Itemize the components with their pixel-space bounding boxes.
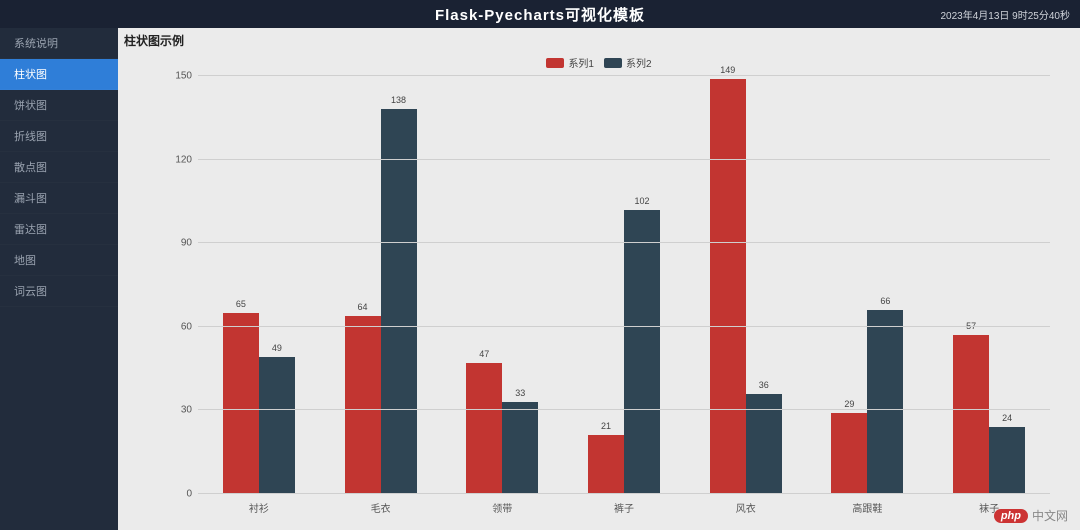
chart-area: 6549衬衫64138毛衣4733领带21102裤子14936风衣2966高跟鞋… [198, 76, 1050, 494]
page-title: Flask-Pyecharts可视化模板 [435, 4, 645, 25]
bar-group: 4733领带 [466, 76, 538, 494]
bar-value-label: 36 [759, 380, 769, 390]
x-tick-label: 风衣 [736, 500, 756, 515]
bar[interactable]: 24 [989, 427, 1025, 494]
sidebar-item-6[interactable]: 雷达图 [0, 214, 118, 245]
bar[interactable]: 138 [381, 109, 417, 494]
x-tick-label: 裤子 [614, 500, 634, 515]
grid-line: 0 [198, 493, 1050, 494]
bar-value-label: 24 [1002, 413, 1012, 423]
bar-value-label: 64 [358, 302, 368, 312]
grid-line: 120 [198, 159, 1050, 160]
sidebar-item-3[interactable]: 折线图 [0, 121, 118, 152]
app-header: Flask-Pyecharts可视化模板 2023年4月13日 9时25分40秒 [0, 0, 1080, 28]
bar[interactable]: 64 [345, 316, 381, 494]
sidebar-item-7[interactable]: 地图 [0, 245, 118, 276]
header-timestamp: 2023年4月13日 9时25分40秒 [940, 7, 1070, 22]
sidebar-item-2[interactable]: 饼状图 [0, 90, 118, 121]
chart-legend: 系列1 系列2 [118, 55, 1080, 70]
bar-value-label: 47 [479, 349, 489, 359]
bar-value-label: 29 [844, 399, 854, 409]
bar[interactable]: 65 [223, 313, 259, 494]
bar-value-label: 65 [236, 299, 246, 309]
bar-value-label: 149 [720, 65, 735, 75]
bar-group: 21102裤子 [588, 76, 660, 494]
watermark: php 中文网 [994, 507, 1068, 524]
main-panel: 柱状图示例 系列1系列2 6549衬衫64138毛衣4733领带21102裤子1… [118, 28, 1080, 530]
bar-value-label: 138 [391, 95, 406, 105]
grid-line: 150 [198, 75, 1050, 76]
x-tick-label: 毛衣 [371, 500, 391, 515]
x-tick-label: 高跟鞋 [852, 500, 882, 515]
legend-item-1[interactable]: 系列2 [604, 55, 652, 70]
y-tick-label: 90 [181, 238, 192, 249]
watermark-pill: php [994, 509, 1028, 523]
app-body: 系统说明柱状图饼状图折线图散点图漏斗图雷达图地图词云图 柱状图示例 系列1 系列2… [0, 28, 1080, 530]
bar-group: 14936风衣 [710, 76, 782, 494]
legend-swatch [604, 58, 622, 68]
grid-line: 60 [198, 326, 1050, 327]
watermark-text: 中文网 [1032, 507, 1068, 524]
bar-value-label: 33 [515, 388, 525, 398]
bar[interactable]: 57 [953, 335, 989, 494]
bar[interactable]: 29 [831, 413, 867, 494]
legend-swatch [546, 58, 564, 68]
chart-title: 柱状图示例 [118, 28, 1080, 53]
bar[interactable]: 66 [867, 310, 903, 494]
legend-label: 系列2 [626, 55, 652, 70]
legend-label: 系列1 [568, 55, 594, 70]
bar[interactable]: 102 [624, 210, 660, 494]
bar[interactable]: 21 [588, 435, 624, 494]
bar-group: 6549衬衫 [223, 76, 295, 494]
x-tick-label: 衬衫 [249, 500, 269, 515]
sidebar-item-4[interactable]: 散点图 [0, 152, 118, 183]
y-tick-label: 0 [186, 489, 192, 500]
bar-group: 64138毛衣 [345, 76, 417, 494]
bar[interactable]: 149 [710, 79, 746, 494]
y-tick-label: 30 [181, 405, 192, 416]
bar[interactable]: 47 [466, 363, 502, 494]
chart-bars-layer: 6549衬衫64138毛衣4733领带21102裤子14936风衣2966高跟鞋… [198, 76, 1050, 494]
sidebar-item-1[interactable]: 柱状图 [0, 59, 118, 90]
bar-value-label: 49 [272, 343, 282, 353]
sidebar-item-5[interactable]: 漏斗图 [0, 183, 118, 214]
x-tick-label: 领带 [492, 500, 512, 515]
grid-line: 90 [198, 242, 1050, 243]
bar-value-label: 21 [601, 421, 611, 431]
grid-line: 30 [198, 409, 1050, 410]
bar-value-label: 66 [880, 296, 890, 306]
bar-group: 2966高跟鞋 [831, 76, 903, 494]
y-tick-label: 120 [175, 154, 192, 165]
legend-item-0[interactable]: 系列1 [546, 55, 594, 70]
y-tick-label: 60 [181, 321, 192, 332]
sidebar-nav: 系统说明柱状图饼状图折线图散点图漏斗图雷达图地图词云图 [0, 28, 118, 530]
bar-value-label: 102 [634, 196, 649, 206]
y-tick-label: 150 [175, 71, 192, 82]
sidebar-item-0[interactable]: 系统说明 [0, 28, 118, 59]
bar-group: 5724袜子 [953, 76, 1025, 494]
sidebar-item-8[interactable]: 词云图 [0, 276, 118, 307]
bar[interactable]: 49 [259, 357, 295, 494]
bar[interactable]: 33 [502, 402, 538, 494]
